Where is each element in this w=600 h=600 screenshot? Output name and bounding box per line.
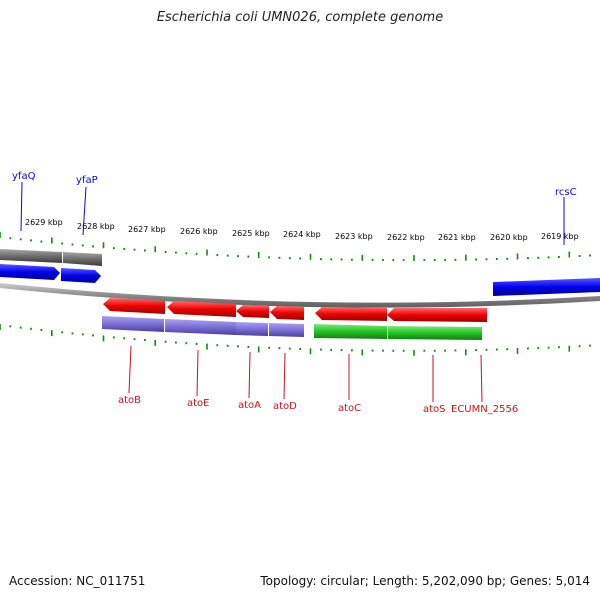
purple-feature-bar bbox=[102, 316, 164, 332]
gene-leader-line bbox=[128, 345, 132, 394]
inner-ruler-ticks bbox=[0, 324, 591, 356]
gray-feature-bar bbox=[63, 252, 102, 266]
ruler-label: 2623 kbp bbox=[335, 232, 373, 241]
purple-feature-bar bbox=[165, 319, 236, 335]
outer-ruler-ticks bbox=[0, 232, 591, 262]
gene-label-yfaP[interactable]: yfaP bbox=[76, 175, 98, 186]
gene-leader-line bbox=[82, 186, 87, 236]
gene-label-ECUMN_2556[interactable]: ECUMN_2556 bbox=[451, 404, 518, 415]
gene-leader-line bbox=[196, 349, 199, 397]
green-feature-bar bbox=[314, 324, 387, 339]
genome-backbone bbox=[0, 283, 600, 308]
forward-cds-arrow bbox=[493, 278, 600, 296]
ruler-label: 2626 kbp bbox=[180, 227, 218, 236]
ruler-labels: 2629 kbp 2628 kbp 2627 kbp 2626 kbp 2625… bbox=[25, 218, 579, 242]
green-feature-bar bbox=[388, 326, 482, 340]
purple-feature-bar bbox=[236, 322, 268, 336]
forward-cds-arrow bbox=[61, 268, 101, 283]
gene-label-atoS[interactable]: atoS bbox=[423, 404, 446, 415]
bottom-gene-labels: atoB atoE atoA atoD atoC atoS ECUMN_2556 bbox=[118, 345, 518, 415]
gene-leader-line bbox=[480, 354, 483, 403]
ruler-label: 2625 kbp bbox=[232, 229, 270, 238]
ruler-label: 2621 kbp bbox=[438, 233, 476, 242]
gene-label-rcsC[interactable]: rcsC bbox=[555, 187, 577, 198]
ruler-label: 2619 kbp bbox=[541, 232, 579, 241]
ruler-label: 2622 kbp bbox=[387, 233, 425, 242]
ruler-label: 2628 kbp bbox=[77, 222, 115, 231]
purple-feature-bar bbox=[269, 323, 304, 337]
forward-cds-arrow bbox=[0, 264, 60, 280]
reverse-cds-arrow bbox=[387, 308, 487, 322]
reverse-cds-arrow bbox=[103, 298, 165, 314]
reverse-cds-arrow bbox=[236, 305, 269, 318]
ruler-label: 2627 kbp bbox=[128, 225, 166, 234]
gene-label-atoB[interactable]: atoB bbox=[118, 395, 141, 406]
gene-label-atoA[interactable]: atoA bbox=[238, 400, 261, 411]
gene-label-atoE[interactable]: atoE bbox=[187, 398, 210, 409]
map-title: Escherichia coli UMN026, complete genome bbox=[156, 10, 444, 25]
ruler-label: 2624 kbp bbox=[283, 230, 321, 239]
gene-label-atoC[interactable]: atoC bbox=[338, 403, 361, 414]
genome-summary-text: Topology: circular; Length: 5,202,090 bp… bbox=[260, 574, 590, 588]
gray-feature-bar bbox=[0, 249, 62, 263]
gene-label-atoD[interactable]: atoD bbox=[273, 401, 297, 412]
gene-leader-line bbox=[283, 352, 286, 400]
gene-label-yfaQ[interactable]: yfaQ bbox=[12, 171, 36, 182]
reverse-cds-arrow bbox=[315, 307, 387, 321]
ruler-label: 2620 kbp bbox=[490, 233, 528, 242]
top-gene-labels: yfaQ yfaP rcsC bbox=[12, 171, 577, 245]
gene-leader-line bbox=[20, 181, 23, 232]
ruler-label: 2629 kbp bbox=[25, 218, 63, 227]
accession-text: Accession: NC_011751 bbox=[9, 574, 146, 588]
reverse-cds-arrow bbox=[270, 306, 304, 320]
reverse-cds-arrow bbox=[167, 301, 236, 317]
gene-leader-line bbox=[248, 351, 251, 399]
